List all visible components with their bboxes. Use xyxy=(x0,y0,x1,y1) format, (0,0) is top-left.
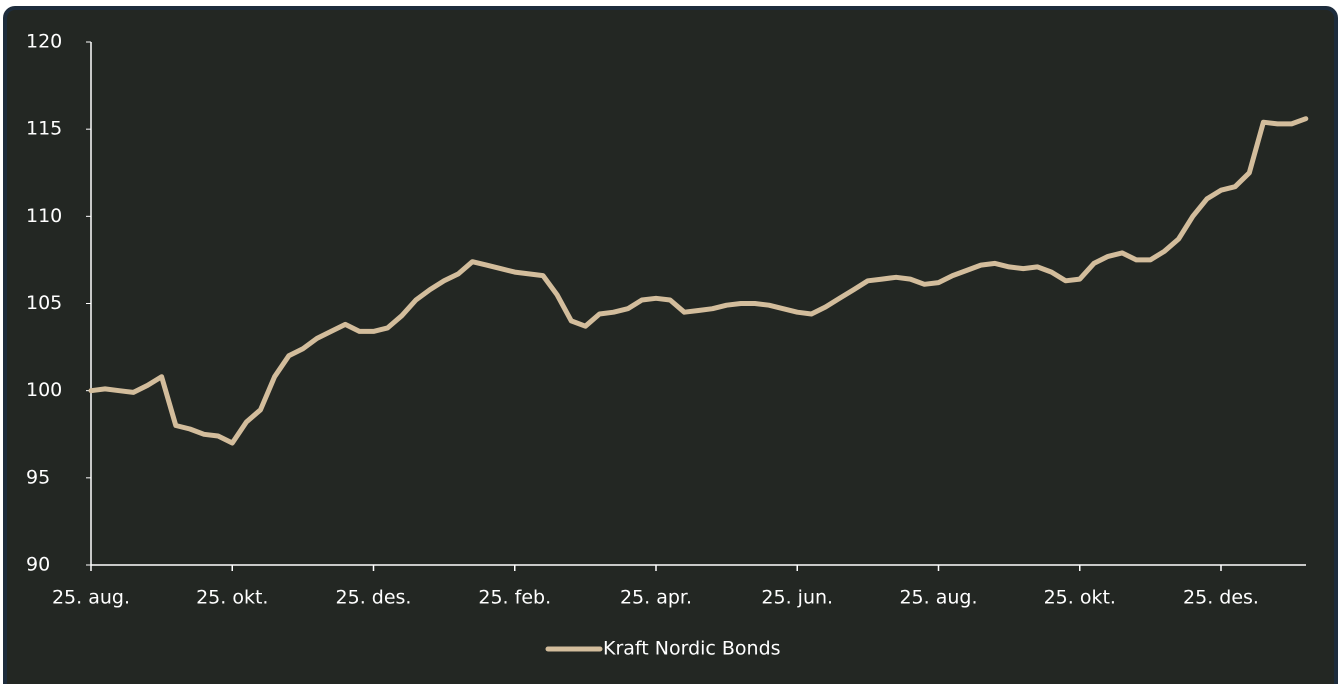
x-tick-label: 25. feb. xyxy=(478,587,551,609)
y-tick-label: 105 xyxy=(26,292,62,314)
x-tick-label: 25. okt. xyxy=(1044,587,1116,609)
y-tick-label: 110 xyxy=(26,205,62,227)
x-tick-label: 25. jun. xyxy=(761,587,833,609)
x-tick-label: 25. aug. xyxy=(52,587,130,609)
x-tick-label: 25. apr. xyxy=(620,587,692,609)
y-tick-label: 90 xyxy=(26,554,50,576)
y-tick-label: 115 xyxy=(26,118,62,140)
x-tick-label: 25. aug. xyxy=(899,587,977,609)
y-tick-label: 95 xyxy=(26,466,50,488)
x-tick-label: 25. okt. xyxy=(196,587,268,609)
y-tick-label: 120 xyxy=(26,31,62,53)
data-line xyxy=(88,116,1309,446)
legend-label: Kraft Nordic Bonds xyxy=(603,638,781,660)
x-tick-label: 25. des. xyxy=(336,587,412,609)
x-tick-label: 25. des. xyxy=(1183,587,1259,609)
y-tick-label: 100 xyxy=(26,379,62,401)
chart-panel xyxy=(3,6,1338,684)
